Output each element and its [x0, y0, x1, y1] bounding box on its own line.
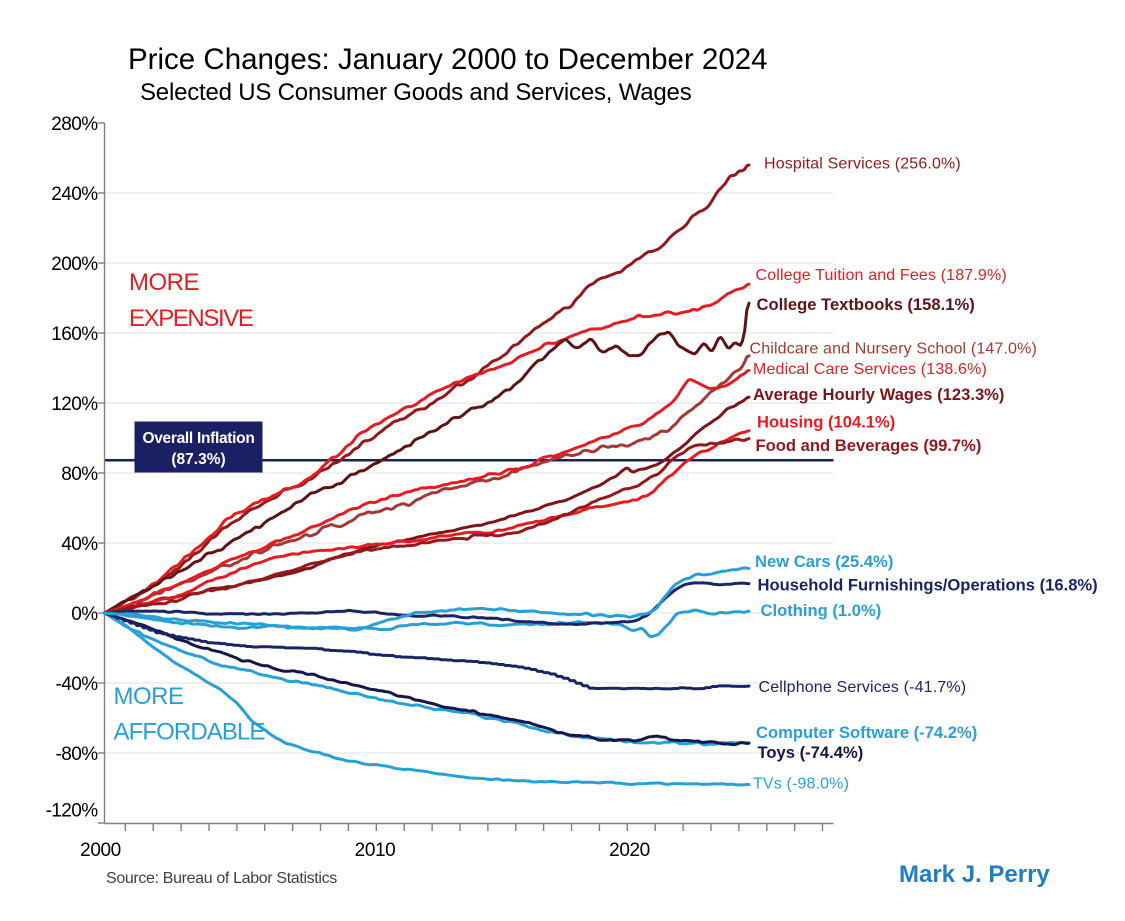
svg-text:80%: 80% — [61, 464, 98, 485]
svg-text:Food and Beverages (99.7%): Food and Beverages (99.7%) — [756, 436, 982, 455]
svg-text:Childcare and Nursery School: Childcare and Nursery School (147.0%) — [750, 341, 1037, 358]
svg-text:Overall Inflation: Overall Inflation — [142, 430, 254, 447]
svg-text:TVs (-98.0%): TVs (-98.0%) — [753, 776, 849, 793]
svg-text:(87.3%): (87.3%) — [171, 451, 225, 468]
svg-text:280%: 280% — [51, 114, 98, 135]
svg-text:Clothing (1.0%): Clothing (1.0%) — [761, 601, 882, 620]
svg-text:Medical Care Services (138.6%): Medical Care Services (138.6%) — [753, 361, 987, 378]
svg-text:MORE: MORE — [114, 683, 184, 710]
svg-text:College Textbooks (158.1%): College Textbooks (158.1%) — [757, 295, 975, 314]
svg-text:Price Changes: January 2000 to: Price Changes: January 2000 to December … — [128, 43, 768, 76]
svg-text:New Cars (25.4%): New Cars (25.4%) — [755, 552, 893, 571]
svg-text:2010: 2010 — [355, 840, 396, 861]
svg-text:Toys (-74.4%): Toys (-74.4%) — [758, 743, 864, 762]
svg-text:Mark J. Perry: Mark J. Perry — [899, 861, 1050, 888]
svg-text:Cellphone Services (-41.7%): Cellphone Services (-41.7%) — [759, 679, 967, 696]
svg-text:Household Furnishings/Operatio: Household Furnishings/Operations (16.8%) — [758, 575, 1098, 594]
svg-text:College Tuition and Fees (187: College Tuition and Fees (187.9%) — [756, 267, 1007, 284]
svg-text:Housing (104.1%): Housing (104.1%) — [757, 412, 895, 431]
svg-text:240%: 240% — [51, 184, 98, 205]
svg-text:0%: 0% — [71, 604, 98, 625]
svg-text:120%: 120% — [51, 394, 98, 415]
svg-text:AFFORDABLE: AFFORDABLE — [114, 719, 265, 746]
svg-text:200%: 200% — [51, 254, 98, 275]
svg-text:EXPENSIVE: EXPENSIVE — [129, 305, 253, 332]
svg-text:2020: 2020 — [609, 840, 650, 861]
svg-text:40%: 40% — [61, 534, 98, 555]
svg-text:-120%: -120% — [46, 801, 99, 822]
svg-text:160%: 160% — [51, 324, 98, 345]
svg-text:Computer Software (-74.2%): Computer Software (-74.2%) — [756, 723, 977, 742]
svg-text:2000: 2000 — [80, 840, 121, 861]
svg-text:MORE: MORE — [129, 269, 199, 296]
svg-text:-80%: -80% — [56, 744, 99, 765]
svg-text:Average Hourly Wages (123.3%): Average Hourly Wages (123.3%) — [753, 385, 1004, 404]
svg-text:Hospital Services (256.0%): Hospital Services (256.0%) — [764, 156, 961, 173]
svg-text:Source: Bureau of Labor Statis: Source: Bureau of Labor Statistics — [106, 870, 337, 887]
svg-text:Selected US Consumer Goods and: Selected US Consumer Goods and Services,… — [140, 79, 692, 106]
svg-text:-40%: -40% — [56, 674, 99, 695]
